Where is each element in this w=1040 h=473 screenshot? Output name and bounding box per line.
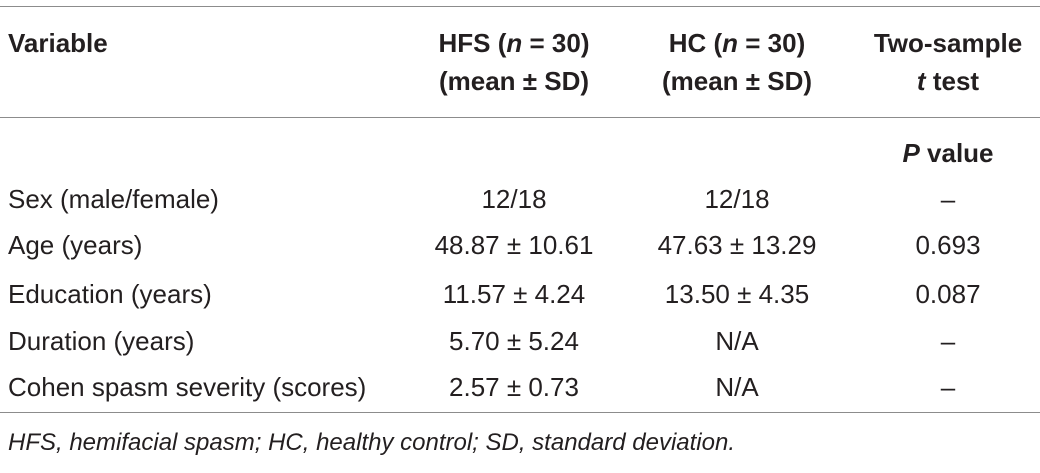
header-hc-stat: (mean ± SD) <box>661 66 813 96</box>
row-1-hfs: 12/18 <box>481 184 547 214</box>
row-2-hfs: 48.87 ± 10.61 <box>434 230 594 260</box>
header-pvalue-rest: value <box>919 138 994 168</box>
top-rule <box>0 6 1040 7</box>
header-hc-group: HC (n = 30) <box>669 24 806 62</box>
header-pvalue: P value <box>902 134 993 172</box>
row-1-hc: 12/18 <box>704 184 770 214</box>
header-test-line1: Two-sample <box>873 28 1023 58</box>
header-hfs-group: HFS (n = 30) <box>439 24 590 62</box>
row-4-hfs: 5.70 ± 5.24 <box>449 326 579 356</box>
header-hfs-group-prefix: HFS ( <box>438 28 507 58</box>
row-4-p: – <box>940 326 956 356</box>
header-hfs-n-symbol: n <box>506 28 523 58</box>
header-rule <box>0 117 1040 118</box>
table-footnote: HFS, hemifacial spasm; HC, healthy contr… <box>8 429 735 456</box>
row-4-variable: Duration (years) <box>8 326 195 356</box>
header-hfs-n-value: = 30) <box>522 28 590 58</box>
header-test-t-symbol: t <box>916 66 926 96</box>
row-3-hfs: 11.57 ± 4.24 <box>442 279 586 309</box>
row-2-hc: 47.63 ± 13.29 <box>657 230 817 260</box>
row-5-variable: Cohen spasm severity (scores) <box>8 372 367 402</box>
header-hfs-stat: (mean ± SD) <box>438 66 590 96</box>
row-5-hfs: 2.57 ± 0.73 <box>449 372 579 402</box>
header-test-line2: t test <box>917 62 979 100</box>
header-test-rest: test <box>925 66 980 96</box>
header-pvalue-p-symbol: P <box>902 138 920 168</box>
row-2-variable: Age (years) <box>8 230 143 260</box>
row-2-p: 0.693 <box>915 230 981 260</box>
row-5-p: – <box>940 372 956 402</box>
header-hc-group-prefix: HC ( <box>668 28 723 58</box>
bottom-rule <box>0 412 1040 413</box>
row-3-hc: 13.50 ± 4.35 <box>664 279 810 309</box>
header-variable: Variable <box>8 28 108 58</box>
row-1-variable: Sex (male/female) <box>8 184 219 214</box>
row-1-p: – <box>940 184 956 214</box>
row-3-p: 0.087 <box>915 279 981 309</box>
row-5-hc: N/A <box>715 372 759 402</box>
header-hc-n-value: = 30) <box>738 28 806 58</box>
header-hc-n-symbol: n <box>722 28 739 58</box>
row-4-hc: N/A <box>715 326 759 356</box>
row-3-variable: Education (years) <box>8 279 212 309</box>
